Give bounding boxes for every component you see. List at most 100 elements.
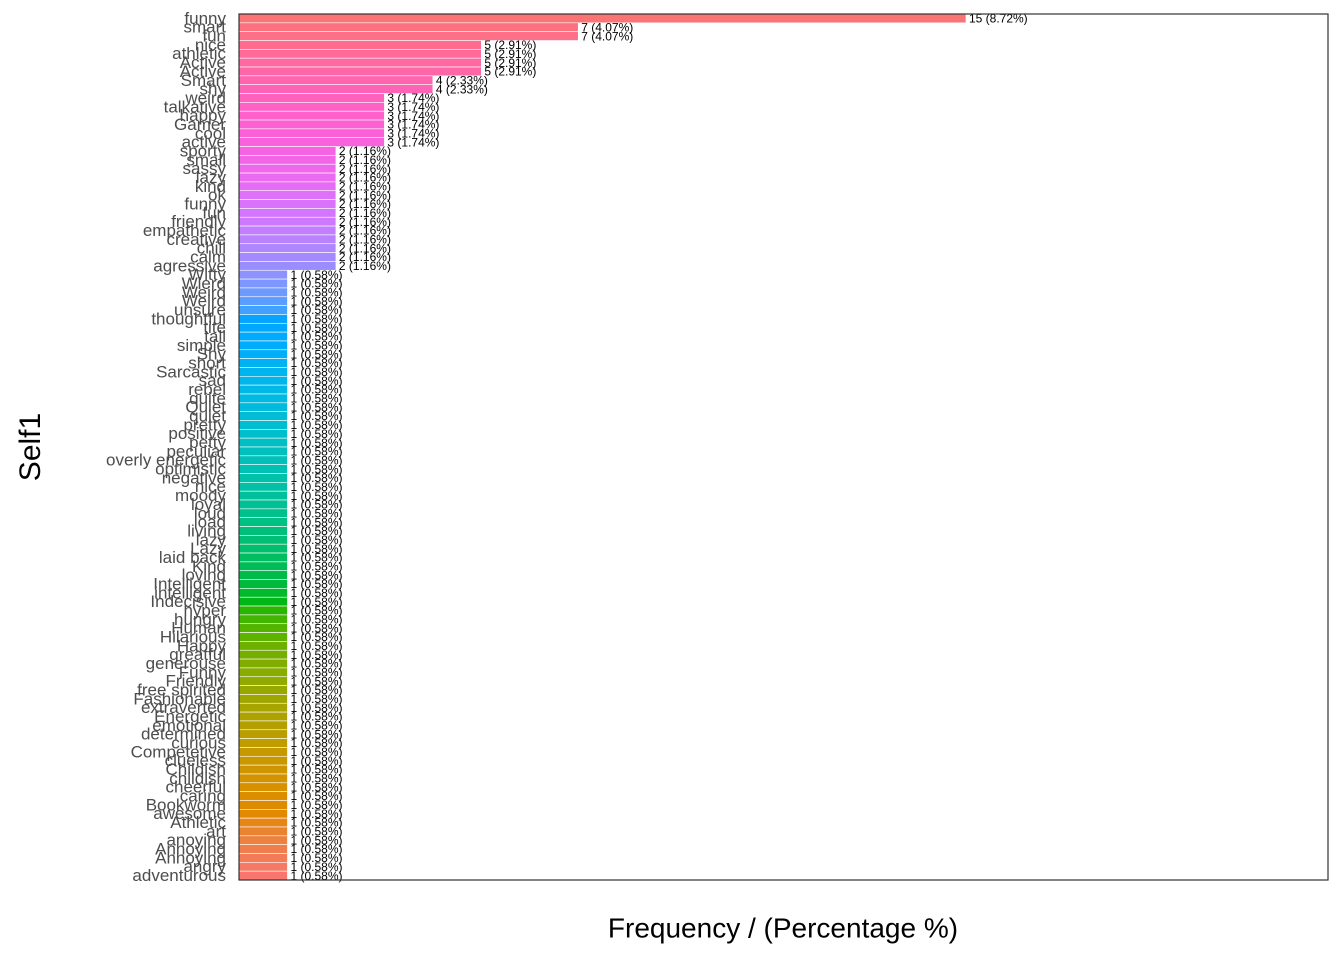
bar: [238, 782, 288, 792]
bar: [238, 711, 288, 722]
value-label: 3 (1.74%): [387, 135, 439, 149]
y-tick-label: weird: [184, 88, 226, 107]
value-label: 1 (0.58%): [290, 657, 342, 671]
value-label: 7 (4.07%): [581, 20, 633, 34]
bar: [238, 314, 288, 324]
y-tick-label: smart: [184, 18, 227, 37]
value-label: 2 (1.16%): [339, 215, 391, 229]
y-tick-label: tall: [204, 327, 226, 346]
value-label: 1 (0.58%): [290, 533, 342, 547]
value-label: 2 (1.16%): [339, 188, 391, 202]
value-label: 1 (0.58%): [290, 763, 342, 777]
y-tick-label: Lazy: [190, 539, 226, 558]
bar: [238, 172, 337, 183]
value-label: 1 (0.58%): [290, 551, 342, 565]
bar: [238, 234, 337, 245]
y-tick-label: clueless: [165, 751, 226, 770]
bar: [238, 755, 288, 766]
value-label: 3 (1.74%): [387, 109, 439, 123]
bar: [238, 22, 579, 32]
y-tick-label: Childish: [166, 760, 226, 779]
value-label: 1 (0.58%): [290, 586, 342, 600]
bar: [238, 870, 288, 881]
y-tick-label: Friendly: [166, 672, 227, 691]
y-tick-label: sassy: [183, 159, 227, 178]
bar: [238, 570, 288, 580]
bar: [238, 623, 288, 633]
y-tick-label: simple: [177, 336, 226, 355]
y-tick-label: loyal: [191, 495, 226, 514]
bar: [238, 75, 434, 85]
value-label: 1 (0.58%): [290, 604, 342, 618]
value-label: 1 (0.58%): [290, 506, 342, 520]
value-label: 1 (0.58%): [290, 772, 342, 786]
value-label: 4 (2.33%): [436, 73, 488, 87]
value-label: 1 (0.58%): [290, 621, 342, 635]
value-label: 2 (1.16%): [339, 162, 391, 176]
value-label: 1 (0.58%): [290, 559, 342, 573]
value-label: 1 (0.58%): [290, 780, 342, 794]
y-tick-label: free spirited: [137, 680, 226, 699]
value-label: 1 (0.58%): [290, 568, 342, 582]
value-label: 1 (0.58%): [290, 515, 342, 529]
bar: [238, 411, 288, 421]
bar: [238, 632, 288, 642]
y-tick-label: optimistic: [155, 460, 226, 479]
value-label: 1 (0.58%): [290, 639, 342, 653]
value-label: 1 (0.58%): [290, 498, 342, 512]
y-tick-label: talkative: [164, 97, 226, 116]
y-tick-label: nice: [195, 35, 226, 54]
y-tick-label: Active: [180, 62, 226, 81]
y-tick-label: Funny: [179, 663, 227, 682]
y-tick-label: determined: [141, 725, 226, 744]
bar: [238, 826, 288, 837]
y-tick-label: Weird: [182, 283, 226, 302]
y-tick-label: loud: [194, 504, 226, 523]
y-tick-label: living: [187, 521, 226, 540]
value-label: 1 (0.58%): [290, 789, 342, 803]
y-tick-label: peculiar: [166, 442, 226, 461]
value-label: 1 (0.58%): [290, 277, 342, 291]
bar: [238, 835, 288, 845]
bar: [238, 252, 337, 262]
value-label: 1 (0.58%): [290, 816, 342, 830]
value-label: 1 (0.58%): [290, 462, 342, 476]
value-label: 1 (0.58%): [290, 825, 342, 839]
y-tick-label: short: [188, 354, 226, 373]
value-label: 1 (0.58%): [290, 489, 342, 503]
value-label: 5 (2.91%): [484, 47, 536, 61]
bar: [238, 685, 288, 695]
value-label: 1 (0.58%): [290, 612, 342, 626]
y-tick-label: Kind: [192, 557, 226, 576]
value-label: 7 (4.07%): [581, 29, 633, 43]
y-tick-label: generouse: [146, 654, 226, 673]
bar: [238, 588, 288, 598]
bar: [238, 773, 288, 784]
bar: [238, 817, 288, 828]
bar: [238, 429, 288, 439]
value-label: 1 (0.58%): [290, 807, 342, 821]
y-tick-label: childish: [169, 769, 226, 788]
bar: [238, 225, 337, 236]
value-label: 1 (0.58%): [290, 480, 342, 494]
value-label: 1 (0.58%): [290, 436, 342, 450]
value-label: 3 (1.74%): [387, 100, 439, 114]
value-label: 1 (0.58%): [290, 524, 342, 538]
value-label: 1 (0.58%): [290, 445, 342, 459]
bar: [238, 658, 288, 669]
bar: [238, 358, 288, 368]
y-tick-label: Energetic: [154, 707, 226, 726]
bar: [238, 526, 288, 536]
value-label: 2 (1.16%): [339, 259, 391, 273]
bar: [238, 862, 288, 872]
value-label: 1 (0.58%): [290, 356, 342, 370]
y-tick-label: Wierd: [182, 274, 226, 293]
bar: [238, 455, 288, 465]
y-tick-label: negative: [162, 468, 226, 487]
bar: [238, 535, 288, 545]
y-tick-label: Fashionable: [133, 689, 226, 708]
y-tick-label: Intelligent: [153, 574, 226, 593]
value-label: 1 (0.58%): [290, 347, 342, 361]
y-tick-label: moody: [175, 486, 227, 505]
